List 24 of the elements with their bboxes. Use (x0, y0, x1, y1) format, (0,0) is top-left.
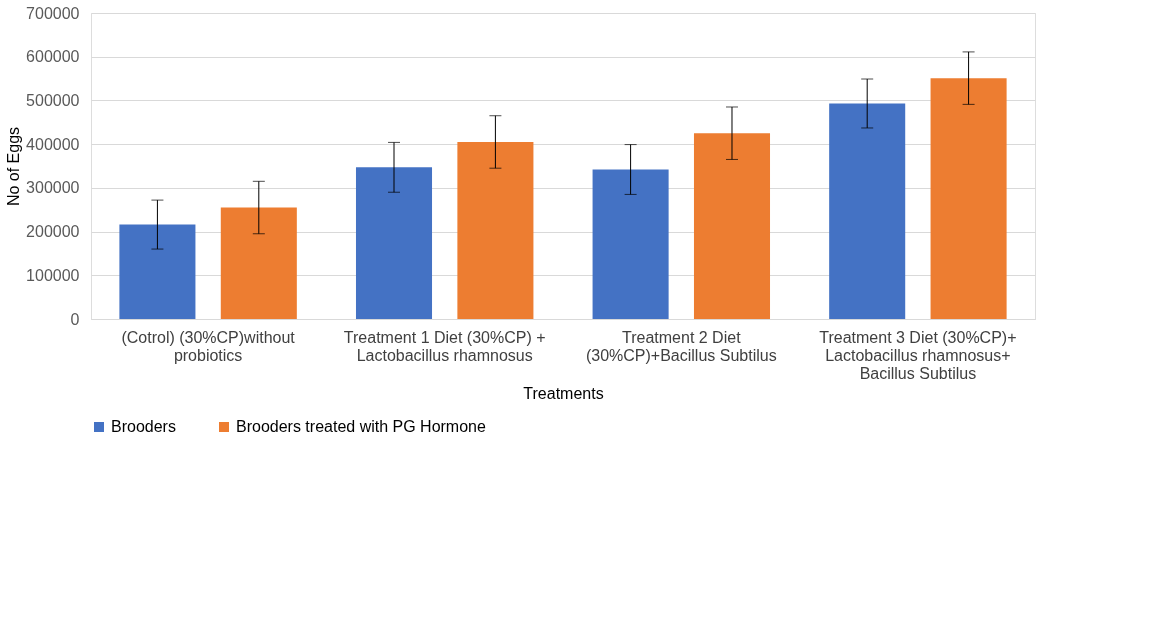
bar (119, 224, 196, 319)
bar (220, 207, 297, 319)
x-tick-label: (Cotrol) (30%CP)without probiotics (121, 328, 296, 364)
bar (592, 169, 669, 319)
y-tick-label: 400000 (26, 135, 80, 153)
x-axis-title: Treatments (523, 384, 604, 402)
y-tick-label: 500000 (26, 91, 80, 109)
x-tick-label: Treatment 1 Diet (30%CP) + Lactobacillus rhamnosus (343, 328, 546, 364)
y-tick-label: 100000 (26, 266, 80, 284)
bar (355, 167, 433, 319)
bar (457, 141, 534, 319)
legend-label: Brooders (111, 418, 176, 435)
bar (693, 133, 771, 319)
bar (829, 103, 906, 319)
y-tick-label: 0 (70, 310, 80, 328)
y-tick-label: 200000 (26, 223, 80, 241)
x-tick-label: Treatment 3 Diet (30%CP)+ Lactobacillus rhamnosus+ Bacillus Subtilus (819, 328, 1017, 382)
y-axis-title: No of Eggs (5, 126, 23, 207)
legend-label: Brooders treated with PG Hormone (236, 418, 486, 435)
y-tick-label: 300000 (26, 179, 80, 197)
y-tick-label: 700000 (26, 4, 80, 22)
y-tick-label: 600000 (26, 48, 80, 66)
x-tick-label: Treatment 2 Diet (30%CP)+Bacillus Subtilus (585, 328, 777, 364)
bar (930, 78, 1007, 319)
